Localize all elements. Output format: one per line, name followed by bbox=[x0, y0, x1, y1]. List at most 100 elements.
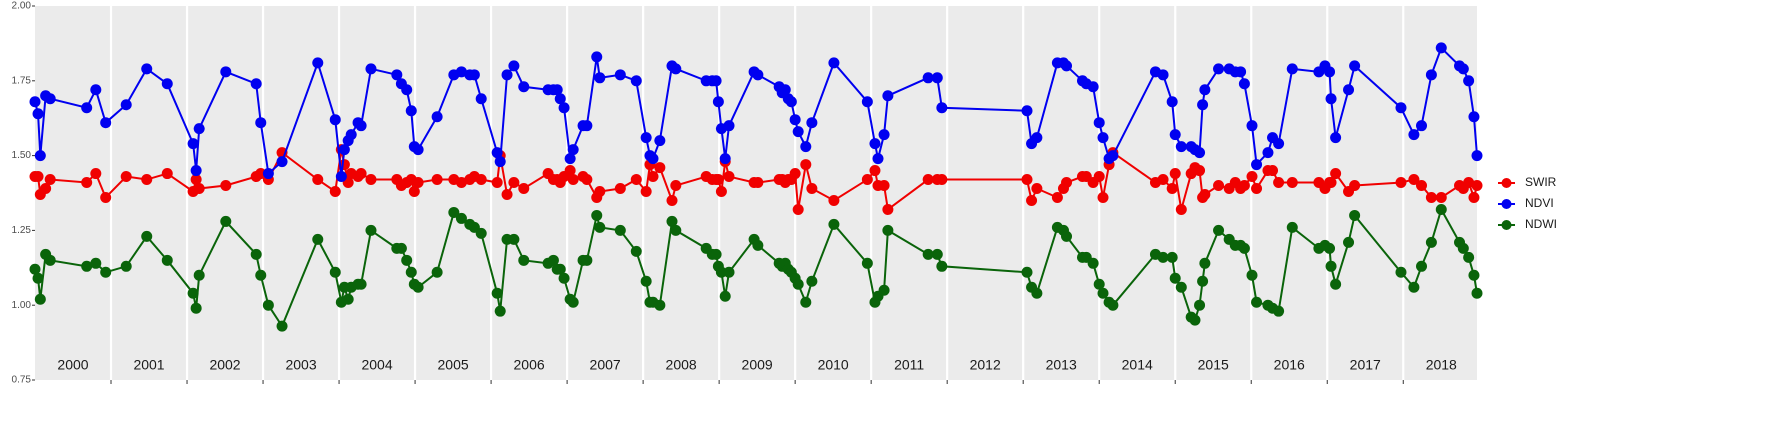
data-point bbox=[1463, 251, 1475, 263]
data-point bbox=[752, 239, 764, 251]
data-point bbox=[922, 248, 934, 260]
data-point bbox=[654, 299, 666, 311]
data-point bbox=[1273, 177, 1285, 189]
year-label: 2009 bbox=[742, 357, 773, 373]
data-point bbox=[558, 102, 570, 114]
data-point bbox=[100, 191, 112, 203]
data-point bbox=[193, 123, 205, 135]
data-point bbox=[1408, 129, 1420, 141]
data-point bbox=[594, 186, 606, 198]
data-point bbox=[187, 138, 199, 150]
year-label: 2006 bbox=[514, 357, 545, 373]
data-point bbox=[431, 174, 443, 186]
data-point bbox=[789, 114, 801, 126]
legend-label: NDVI bbox=[1525, 196, 1554, 210]
data-point bbox=[1416, 260, 1428, 272]
data-point bbox=[567, 296, 579, 308]
data-point bbox=[32, 108, 44, 120]
data-point bbox=[551, 84, 563, 96]
data-point bbox=[44, 174, 56, 186]
data-point bbox=[806, 183, 818, 195]
year-label: 2013 bbox=[1046, 357, 1077, 373]
data-point bbox=[276, 156, 288, 168]
data-point bbox=[640, 275, 652, 287]
data-point bbox=[647, 153, 659, 165]
data-point bbox=[789, 168, 801, 180]
data-point bbox=[1021, 266, 1033, 278]
data-point bbox=[591, 209, 603, 221]
data-point bbox=[723, 171, 735, 183]
data-point bbox=[1093, 171, 1105, 183]
data-point bbox=[670, 63, 682, 75]
data-point bbox=[591, 51, 603, 63]
data-point bbox=[581, 174, 593, 186]
year-label: 2015 bbox=[1198, 357, 1229, 373]
data-point bbox=[1087, 81, 1099, 93]
data-point bbox=[335, 171, 347, 183]
data-point bbox=[1463, 75, 1475, 87]
data-point bbox=[1238, 180, 1250, 192]
data-point bbox=[1157, 174, 1169, 186]
data-point bbox=[190, 174, 202, 186]
data-point bbox=[448, 206, 460, 218]
data-point bbox=[614, 224, 626, 236]
data-point bbox=[882, 90, 894, 102]
data-point bbox=[412, 177, 424, 189]
data-point bbox=[34, 293, 46, 305]
data-point bbox=[806, 275, 818, 287]
data-point bbox=[1238, 78, 1250, 90]
data-point bbox=[654, 162, 666, 174]
data-point bbox=[882, 224, 894, 236]
data-point bbox=[1169, 272, 1181, 284]
data-point bbox=[1471, 150, 1483, 162]
data-point bbox=[1251, 296, 1263, 308]
data-point bbox=[276, 320, 288, 332]
panel-background bbox=[35, 6, 1477, 380]
data-point bbox=[630, 75, 642, 87]
data-point bbox=[455, 212, 467, 224]
data-point bbox=[1262, 147, 1274, 159]
data-point bbox=[365, 174, 377, 186]
data-point bbox=[401, 84, 413, 96]
data-point bbox=[1097, 287, 1109, 299]
data-point bbox=[161, 254, 173, 266]
data-point bbox=[882, 203, 894, 215]
data-point bbox=[1166, 96, 1178, 108]
data-point bbox=[1395, 177, 1407, 189]
data-point bbox=[614, 69, 626, 81]
data-point bbox=[1435, 191, 1447, 203]
data-point bbox=[501, 188, 513, 200]
data-point bbox=[878, 284, 890, 296]
data-point bbox=[710, 75, 722, 87]
data-point bbox=[508, 60, 520, 72]
data-point bbox=[828, 57, 840, 69]
data-point bbox=[558, 272, 570, 284]
data-point bbox=[861, 174, 873, 186]
data-point bbox=[405, 266, 417, 278]
data-point bbox=[365, 224, 377, 236]
data-point bbox=[141, 63, 153, 75]
data-point bbox=[44, 254, 56, 266]
year-label: 2002 bbox=[209, 357, 240, 373]
data-point bbox=[1251, 159, 1263, 171]
data-point bbox=[193, 183, 205, 195]
data-point bbox=[1324, 66, 1336, 78]
data-point bbox=[90, 84, 102, 96]
data-point bbox=[255, 168, 267, 180]
data-point bbox=[391, 69, 403, 81]
data-point bbox=[455, 177, 467, 189]
data-point bbox=[715, 186, 727, 198]
data-point bbox=[1194, 147, 1206, 159]
data-point bbox=[1175, 203, 1187, 215]
data-point bbox=[255, 269, 267, 281]
data-point bbox=[494, 156, 506, 168]
data-point bbox=[401, 254, 413, 266]
data-point bbox=[355, 278, 367, 290]
legend-swatch-dot bbox=[1501, 178, 1512, 188]
data-point bbox=[567, 144, 579, 156]
data-point bbox=[1325, 93, 1337, 105]
data-point bbox=[29, 96, 41, 108]
data-point bbox=[710, 248, 722, 260]
data-point bbox=[187, 287, 199, 299]
data-point bbox=[779, 84, 791, 96]
